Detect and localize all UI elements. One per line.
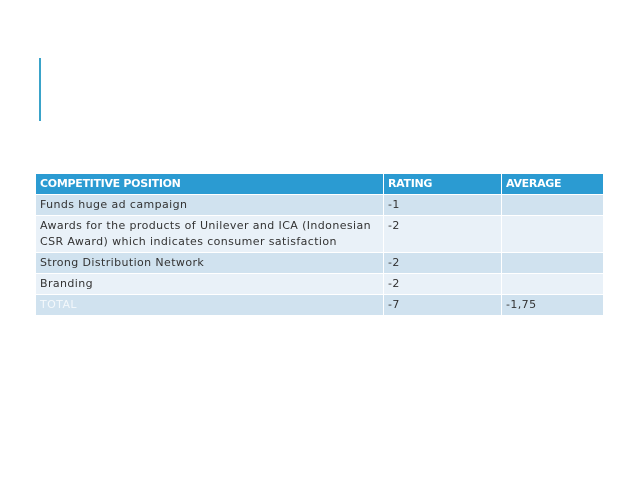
table-row: TOTAL -7 -1,75 — [35, 294, 604, 316]
average-cell — [501, 194, 604, 216]
competitive-table: COMPETITIVE POSITION RATING AVERAGE Fund… — [35, 173, 604, 316]
header-cell: AVERAGE — [501, 173, 604, 195]
item-cell: Branding — [35, 273, 384, 295]
table-row: Strong Distribution Network -2 — [35, 252, 604, 274]
item-cell: TOTAL — [35, 294, 384, 316]
rating-cell: -2 — [383, 273, 502, 295]
header-row: COMPETITIVE POSITION RATING AVERAGE — [35, 173, 604, 195]
item-cell: Funds huge ad campaign — [35, 194, 384, 216]
table-header: COMPETITIVE POSITION RATING AVERAGE — [35, 173, 604, 195]
table-row: Funds huge ad campaign -1 — [35, 194, 604, 216]
header-cell: COMPETITIVE POSITION — [35, 173, 384, 195]
rating-cell: -2 — [383, 215, 502, 253]
rating-cell: -7 — [383, 294, 502, 316]
average-cell — [501, 215, 604, 253]
accent-line — [39, 58, 41, 121]
average-cell — [501, 273, 604, 295]
rating-cell: -1 — [383, 194, 502, 216]
item-cell: Awards for the products of Unilever and … — [35, 215, 384, 253]
header-cell: RATING — [383, 173, 502, 195]
average-cell: -1,75 — [501, 294, 604, 316]
rating-cell: -2 — [383, 252, 502, 274]
item-cell: Strong Distribution Network — [35, 252, 384, 274]
table-body: Funds huge ad campaign -1 Awards for the p… — [35, 194, 604, 316]
table-row: Awards for the products of Unilever and … — [35, 215, 604, 253]
average-cell — [501, 252, 604, 274]
table-row: Branding -2 — [35, 273, 604, 295]
